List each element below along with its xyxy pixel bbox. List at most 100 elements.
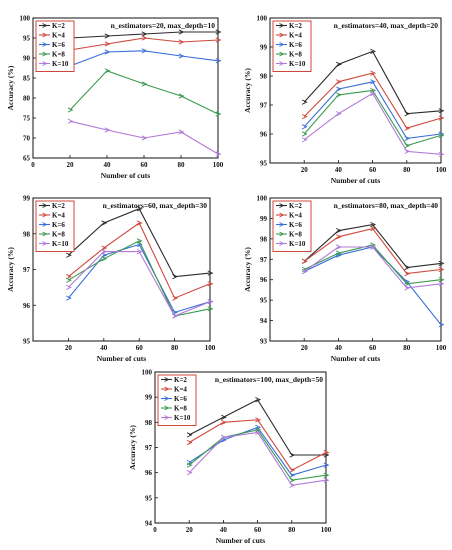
y-tick-label: 97 — [260, 256, 268, 264]
legend-label: K=10 — [289, 240, 306, 248]
chart-title: n_estimators=20, max_depth=10 — [111, 21, 216, 30]
data-point — [104, 49, 111, 55]
data-point — [301, 99, 308, 105]
y-tick-label: 100 — [257, 15, 268, 23]
legend-marker — [42, 222, 48, 227]
x-tick-label: 40 — [335, 344, 343, 352]
series-line-k10 — [188, 431, 327, 486]
data-point — [215, 111, 222, 117]
legend-label: K=6 — [52, 221, 65, 229]
data-point — [136, 249, 143, 255]
data-point — [178, 53, 185, 59]
legend-label: K=6 — [52, 41, 65, 49]
series-line-k4 — [69, 37, 219, 51]
data-point — [370, 70, 377, 76]
series-line-k4 — [303, 227, 442, 275]
data-point — [215, 29, 222, 35]
x-tick-label: 40 — [220, 526, 228, 534]
y-tick-label: 96 — [145, 469, 153, 477]
data-point — [336, 234, 342, 240]
legend-marker — [42, 203, 48, 208]
data-point — [336, 228, 342, 234]
x-tick-label: 100 — [436, 344, 447, 352]
chart-panel-5: 0 20 40 60 80 100 94 95 96 97 98 99 100 Number of cut… — [128, 369, 332, 546]
data-point — [101, 256, 108, 262]
legend-label: K=10 — [289, 60, 306, 68]
legend-label: K=6 — [289, 41, 302, 49]
series-line-k6 — [188, 426, 327, 476]
x-tick-label: 100 — [436, 166, 447, 174]
legend-label: K=4 — [52, 212, 65, 220]
data-point — [207, 270, 214, 276]
data-point — [66, 295, 72, 301]
data-point — [404, 125, 411, 131]
y-tick-label: 100 — [257, 195, 268, 203]
y-tick-label: 80 — [23, 95, 31, 103]
y-tick-label: 95 — [260, 297, 268, 305]
series-line-k8 — [68, 240, 211, 317]
x-tick-label: 80 — [178, 161, 186, 169]
x-tick-label: 100 — [213, 161, 224, 169]
legend-marker — [42, 212, 48, 218]
legend-label: K=6 — [174, 395, 187, 403]
data-point — [67, 118, 74, 124]
data-point — [141, 81, 148, 87]
data-point — [438, 322, 445, 328]
legend-label: K=8 — [174, 405, 187, 413]
data-point — [404, 285, 411, 291]
chart-panel-1: 0 20 40 60 80 100 65 70 75 80 85 90 95 100 Number of c… — [6, 15, 224, 181]
legend-marker — [279, 32, 285, 38]
series-line-k2 — [68, 208, 211, 278]
data-point — [215, 151, 222, 157]
data-point — [404, 111, 411, 117]
y-tick-label: 100 — [20, 15, 31, 23]
legend-label: K=8 — [52, 51, 65, 59]
x-axis-label: Number of cuts — [216, 536, 266, 545]
data-point — [438, 132, 445, 139]
data-point — [289, 472, 296, 478]
data-point — [404, 135, 411, 141]
data-point — [141, 135, 148, 141]
y-tick-label: 75 — [23, 115, 31, 123]
legend-label: K=10 — [52, 240, 69, 248]
data-point — [66, 274, 72, 280]
y-axis-label: Accuracy (%) — [243, 247, 252, 292]
legend-label: K=4 — [52, 32, 65, 40]
x-tick-label: 80 — [403, 166, 411, 174]
y-tick-label: 99 — [145, 394, 153, 402]
data-point — [289, 467, 296, 473]
legend-label: K=4 — [174, 386, 187, 394]
data-point — [289, 482, 296, 488]
data-point — [438, 266, 445, 273]
series-line-k4 — [188, 419, 327, 471]
data-point — [336, 92, 342, 98]
data-point — [301, 113, 308, 120]
y-tick-label: 98 — [23, 230, 31, 238]
legend-label: K=6 — [289, 221, 302, 229]
legend-marker — [279, 222, 285, 227]
data-point — [172, 313, 179, 319]
x-tick-label: 20 — [301, 166, 309, 174]
series-line-k2 — [188, 398, 326, 456]
legend-marker — [42, 61, 48, 66]
data-point — [438, 108, 445, 114]
data-point — [336, 250, 342, 256]
data-point — [255, 429, 262, 436]
data-point — [336, 244, 342, 250]
data-point — [255, 397, 262, 403]
chart-title: n_estimators=100, max_depth=50 — [215, 375, 323, 384]
data-point — [301, 124, 308, 130]
legend-marker — [164, 386, 170, 392]
series-line-k2 — [303, 224, 442, 269]
data-point — [101, 220, 108, 226]
y-tick-label: 85 — [23, 75, 31, 83]
legend-label: K=8 — [52, 231, 65, 239]
data-point — [323, 472, 330, 478]
data-point — [141, 48, 148, 54]
x-tick-label: 100 — [321, 526, 332, 534]
y-tick-label: 95 — [23, 35, 31, 43]
data-point — [178, 29, 185, 35]
data-point — [404, 264, 411, 271]
series-line-k10 — [303, 246, 442, 289]
data-point — [301, 137, 308, 143]
